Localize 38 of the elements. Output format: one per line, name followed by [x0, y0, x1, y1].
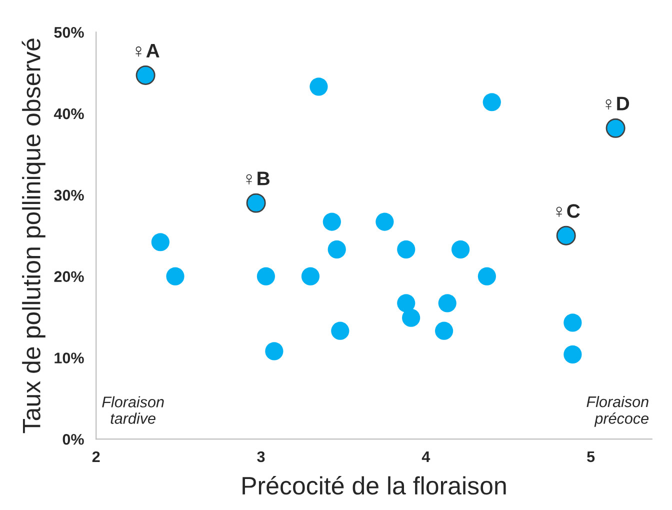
point — [376, 212, 394, 231]
point — [301, 267, 320, 286]
point — [151, 233, 170, 252]
x-tick-label: 2 — [92, 451, 100, 462]
point — [478, 267, 496, 286]
point — [322, 212, 341, 231]
point — [256, 267, 276, 286]
y-tick-label: 40% — [54, 108, 84, 120]
point — [328, 240, 346, 259]
y-tick-label: 10% — [54, 352, 84, 364]
point — [564, 314, 582, 332]
point — [564, 345, 582, 364]
annotation: ♀A — [136, 44, 160, 58]
annotation: ♀C — [556, 204, 580, 218]
y-tick-label: 0% — [62, 434, 84, 445]
point — [397, 294, 416, 312]
annotation: Floraison tardive — [102, 396, 164, 424]
y-tick-label: 50% — [54, 27, 84, 38]
y-axis-title: Taux de pollution pollinique observé — [22, 38, 46, 434]
annotation: ♀B — [246, 172, 270, 186]
point — [265, 342, 284, 360]
point — [402, 308, 420, 327]
x-axis-title: Précocité de la floraison — [242, 476, 506, 495]
y-tick-label: 20% — [54, 271, 84, 282]
point — [397, 240, 416, 259]
annotation: Floraison précoce — [586, 396, 648, 427]
point — [438, 294, 456, 312]
annotation: ♀D — [606, 96, 630, 110]
x-tick-label: 3 — [257, 451, 265, 462]
point — [435, 322, 454, 340]
point — [482, 93, 501, 112]
point — [166, 267, 184, 286]
point — [451, 240, 470, 259]
y-tick-label: 30% — [54, 190, 84, 201]
x-tick-label: 5 — [587, 451, 595, 462]
x-tick-label: 4 — [422, 451, 430, 462]
point — [331, 322, 350, 340]
point — [310, 78, 328, 96]
